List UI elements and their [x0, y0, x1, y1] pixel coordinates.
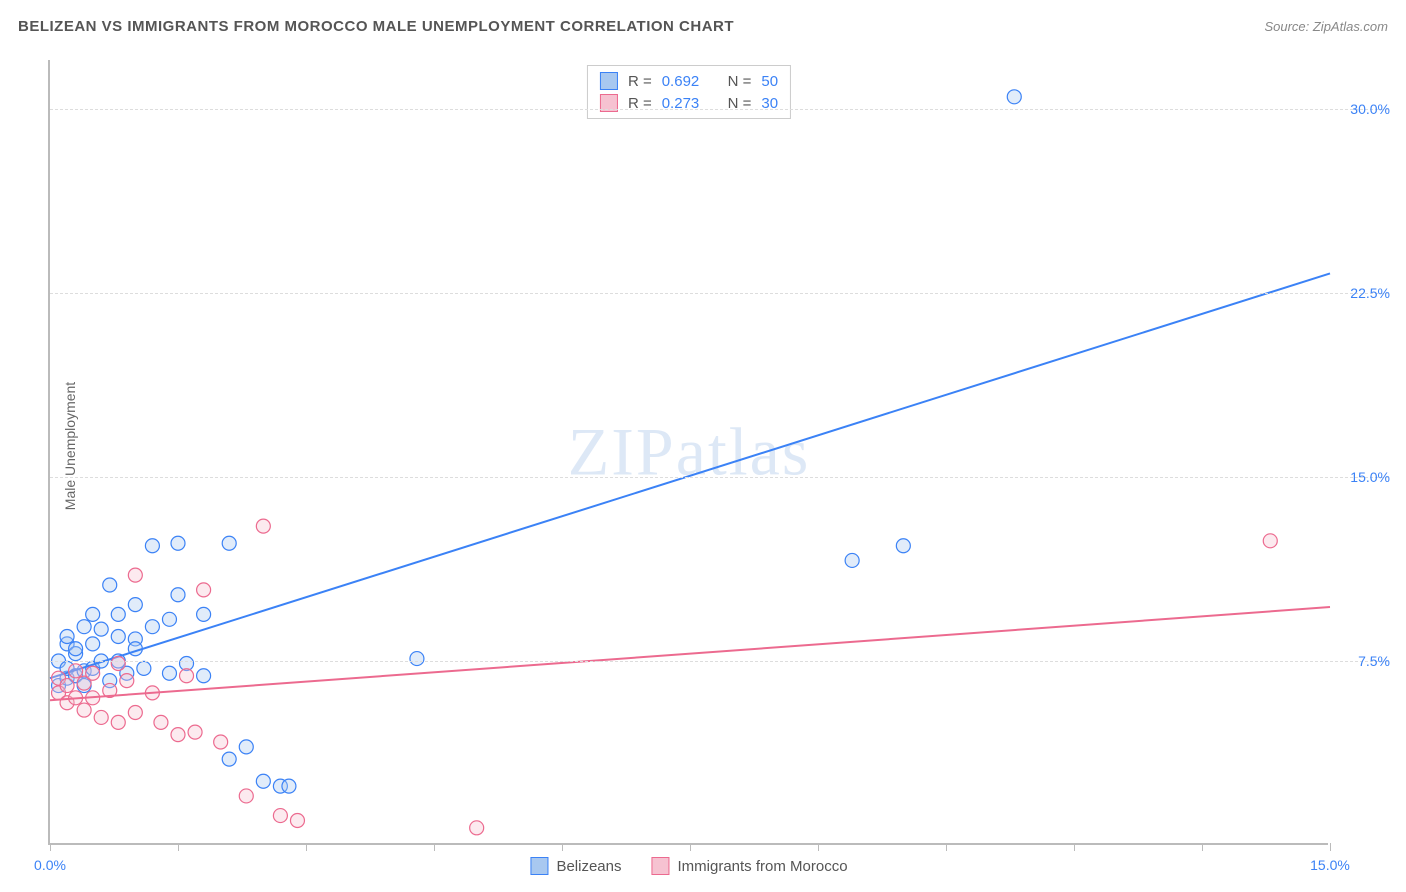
y-tick-label: 22.5%	[1335, 285, 1390, 301]
source-attribution: Source: ZipAtlas.com	[1264, 19, 1388, 34]
data-point	[77, 620, 91, 634]
plot-svg	[50, 60, 1328, 843]
data-point	[128, 706, 142, 720]
trend-line	[50, 273, 1330, 678]
legend: Belizeans Immigrants from Morocco	[530, 857, 847, 875]
x-tick	[1202, 843, 1203, 851]
data-point	[1007, 90, 1021, 104]
r-value: 0.692	[662, 73, 700, 90]
x-tick	[1330, 843, 1331, 851]
data-point	[111, 607, 125, 621]
data-point	[410, 652, 424, 666]
x-tick	[50, 843, 51, 851]
legend-item: Belizeans	[530, 857, 621, 875]
data-point	[171, 536, 185, 550]
data-point	[214, 735, 228, 749]
data-point	[845, 553, 859, 567]
data-point	[197, 607, 211, 621]
x-tick-label: 15.0%	[1310, 857, 1350, 873]
data-point	[239, 740, 253, 754]
y-tick-label: 7.5%	[1335, 653, 1390, 669]
data-point	[94, 710, 108, 724]
n-value: 50	[761, 73, 778, 90]
data-point	[896, 539, 910, 553]
series-swatch	[600, 72, 618, 90]
data-point	[273, 809, 287, 823]
chart-title: BELIZEAN VS IMMIGRANTS FROM MOROCCO MALE…	[18, 18, 734, 35]
data-point	[171, 588, 185, 602]
data-point	[171, 728, 185, 742]
x-tick	[306, 843, 307, 851]
data-point	[222, 536, 236, 550]
x-tick	[562, 843, 563, 851]
data-point	[256, 774, 270, 788]
stats-row: R =0.273 N =30	[596, 92, 782, 114]
data-point	[180, 669, 194, 683]
data-point	[77, 703, 91, 717]
data-point	[197, 583, 211, 597]
data-point	[128, 568, 142, 582]
y-tick-label: 30.0%	[1335, 101, 1390, 117]
data-point	[128, 598, 142, 612]
trend-line	[50, 607, 1330, 700]
data-point	[162, 666, 176, 680]
x-tick-label: 0.0%	[34, 857, 66, 873]
x-tick	[690, 843, 691, 851]
data-point	[86, 607, 100, 621]
n-label: N =	[728, 73, 752, 90]
legend-swatch	[530, 857, 548, 875]
gridline	[50, 293, 1388, 294]
gridline	[50, 661, 1388, 662]
data-point	[94, 622, 108, 636]
gridline	[50, 477, 1388, 478]
gridline	[50, 109, 1388, 110]
data-point	[60, 679, 74, 693]
data-point	[290, 813, 304, 827]
data-point	[470, 821, 484, 835]
x-tick	[178, 843, 179, 851]
data-point	[154, 715, 168, 729]
correlation-stats-box: R = 0.692 N = 50 R =0.273 N =30	[587, 65, 791, 119]
data-point	[188, 725, 202, 739]
scatter-plot: ZIPatlas R =0.692 N =50R =0.273 N =30 Be…	[48, 60, 1328, 845]
data-point	[137, 661, 151, 675]
data-point	[282, 779, 296, 793]
data-point	[222, 752, 236, 766]
data-point	[111, 656, 125, 670]
legend-label: Immigrants from Morocco	[678, 858, 848, 875]
data-point	[111, 715, 125, 729]
data-point	[239, 789, 253, 803]
data-point	[256, 519, 270, 533]
y-tick-label: 15.0%	[1335, 469, 1390, 485]
data-point	[69, 642, 83, 656]
x-tick	[818, 843, 819, 851]
stats-row: R = 0.692 N = 50	[596, 70, 782, 92]
data-point	[86, 666, 100, 680]
data-point	[145, 539, 159, 553]
data-point	[145, 620, 159, 634]
legend-item: Immigrants from Morocco	[652, 857, 848, 875]
x-tick	[434, 843, 435, 851]
data-point	[103, 578, 117, 592]
x-tick	[1074, 843, 1075, 851]
legend-swatch	[652, 857, 670, 875]
data-point	[197, 669, 211, 683]
data-point	[60, 629, 74, 643]
data-point	[69, 664, 83, 678]
data-point	[86, 637, 100, 651]
data-point	[111, 629, 125, 643]
x-tick	[946, 843, 947, 851]
r-label: R =	[628, 73, 652, 90]
data-point	[120, 674, 134, 688]
legend-label: Belizeans	[556, 858, 621, 875]
data-point	[1263, 534, 1277, 548]
data-point	[162, 612, 176, 626]
